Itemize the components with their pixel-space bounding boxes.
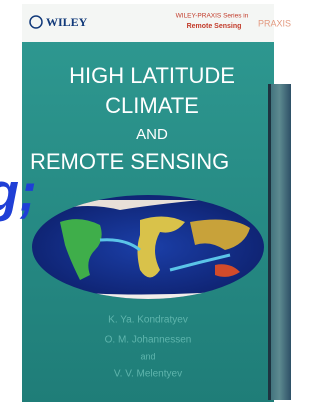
- author: V. V. Melentyev: [114, 369, 182, 380]
- screenshot: WILEY WILEY-PRAXIS Series in Remote Sens…: [0, 0, 291, 413]
- overlay-text: g;: [0, 162, 37, 222]
- praxis-logo: PRAXIS: [258, 18, 291, 28]
- author: O. M. Johannessen: [105, 335, 192, 346]
- publisher: WILEY: [46, 15, 88, 29]
- author: K. Ya. Kondratyev: [108, 315, 188, 326]
- title-line: CLIMATE: [105, 93, 199, 118]
- author: and: [140, 351, 155, 361]
- title-line: REMOTE SENSING: [30, 149, 229, 174]
- series: Remote Sensing: [187, 23, 242, 30]
- second-book: [268, 84, 291, 400]
- title-line: HIGH LATITUDE: [69, 63, 235, 88]
- page: {"header": {"publisher": "WILEY", "serie…: [0, 0, 291, 413]
- second-book-edge: [268, 84, 271, 400]
- title-line: AND: [136, 126, 168, 143]
- series: WILEY-PRAXIS Series in: [176, 13, 249, 20]
